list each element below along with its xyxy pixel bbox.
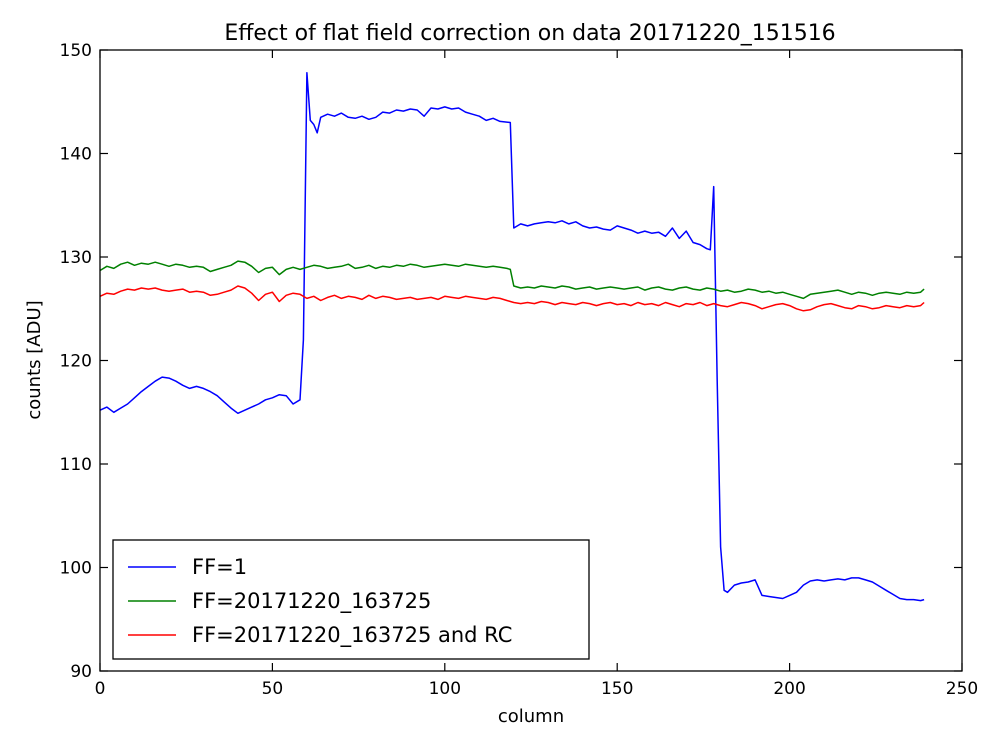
series-line-1 <box>99 72 925 602</box>
x-tick-label: 150 <box>601 679 633 699</box>
legend-label-1: FF=1 <box>192 555 247 579</box>
x-tick-label: 50 <box>262 679 284 699</box>
x-tick-label: 100 <box>429 679 461 699</box>
y-tick-label: 90 <box>70 662 92 682</box>
x-axis: 0 50 100 150 200 250 <box>95 50 978 699</box>
plot-lines <box>99 72 925 602</box>
legend-box <box>112 539 590 660</box>
y-axis-label: counts [ADU] <box>24 300 45 419</box>
x-tick-label: 250 <box>946 679 978 699</box>
y-tick-label: 100 <box>60 559 92 579</box>
x-axis-label: column <box>498 706 564 727</box>
x-tick-label: 200 <box>773 679 805 699</box>
legend-label-2: FF=20171220_163725 <box>192 589 431 614</box>
y-tick-label: 120 <box>60 352 92 372</box>
chart-title: Effect of flat field correction on data … <box>224 21 835 46</box>
legend: FF=1 FF=20171220_163725 FF=20171220_163725… <box>112 539 590 660</box>
legend-label-3: FF=20171220_163725 and RC <box>192 623 512 648</box>
series-line-3 <box>99 285 925 312</box>
y-tick-label: 140 <box>60 145 92 165</box>
y-tick-label: 110 <box>60 455 92 475</box>
series-line-2 <box>99 260 925 300</box>
x-tick-label: 0 <box>95 679 106 699</box>
y-tick-label: 150 <box>60 41 92 61</box>
y-tick-label: 130 <box>60 248 92 268</box>
y-axis: 90 100 110 120 130 140 150 <box>60 41 962 682</box>
